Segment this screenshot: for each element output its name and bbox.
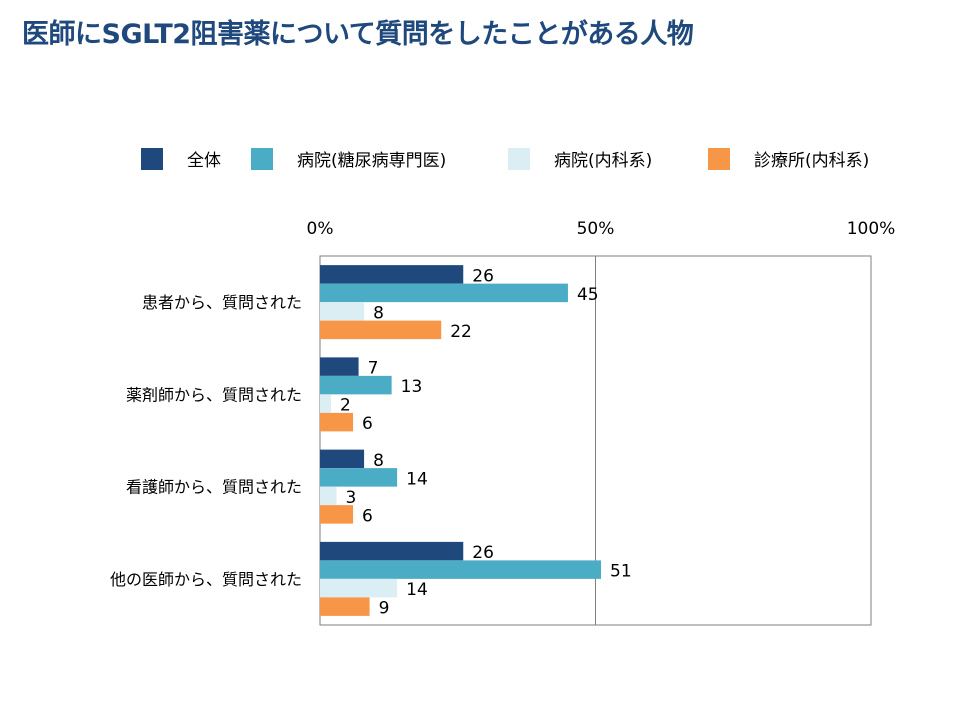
legend-swatch-2 [508, 147, 530, 170]
bar [320, 578, 398, 598]
data-label: 14 [406, 580, 428, 600]
x-tick-label: 0% [307, 219, 334, 239]
legend-label-3: 診療所(内科系) [754, 151, 870, 171]
bar [320, 283, 568, 303]
data-label: 14 [406, 469, 428, 489]
bar [320, 541, 464, 561]
bar [320, 394, 332, 413]
plot-area-frame [319, 255, 872, 626]
legend-item-0: 全体 [141, 146, 221, 171]
data-label: 26 [472, 543, 494, 563]
bar [320, 468, 398, 487]
legend-label-0: 全体 [187, 151, 221, 171]
bar [320, 560, 602, 579]
legend-swatch-3 [708, 147, 730, 170]
legend: 全体 病院(糖尿病専門医) 病院(内科系) 診療所(内科系) [0, 146, 960, 174]
bar [320, 302, 365, 321]
data-label: 7 [368, 359, 379, 379]
legend-label-1: 病院(糖尿病専門医) [297, 151, 447, 171]
data-label: 6 [362, 506, 373, 526]
x-tick-label: 50% [577, 219, 615, 239]
data-label: 3 [346, 488, 357, 508]
data-label: 45 [577, 285, 599, 305]
data-label: 13 [401, 377, 423, 397]
legend-swatch-0 [141, 147, 163, 170]
legend-swatch-1 [251, 147, 273, 170]
bar [320, 486, 337, 506]
bar [320, 412, 354, 432]
data-label: 8 [373, 451, 384, 471]
data-label: 9 [379, 599, 390, 619]
category-label: 看護師から、質問された [126, 478, 302, 497]
bar [320, 357, 359, 376]
data-label: 51 [610, 562, 632, 582]
chart-title: 医師にSGLT2阻害薬について質問をしたことがある人物 [22, 19, 694, 50]
bar [320, 320, 442, 340]
data-label: 26 [472, 266, 494, 286]
legend-label-2: 病院(内科系) [554, 151, 653, 171]
category-label: 患者から、質問された [142, 293, 302, 312]
bar [320, 265, 464, 284]
bar [320, 375, 392, 395]
legend-item-2: 病院(内科系) [508, 146, 652, 171]
data-label: 8 [373, 303, 384, 323]
x-tick-label: 100% [847, 219, 896, 239]
data-label: 2 [340, 396, 351, 416]
legend-item-1: 病院(糖尿病専門医) [251, 146, 446, 171]
category-label: 他の医師から、質問された [110, 570, 302, 589]
data-label: 6 [362, 414, 373, 434]
bar [320, 449, 365, 469]
legend-item-3: 診療所(内科系) [708, 146, 869, 171]
bar [320, 597, 370, 616]
bar [320, 505, 354, 524]
data-label: 22 [450, 322, 472, 342]
category-label: 薬剤師から、質問された [126, 385, 302, 404]
